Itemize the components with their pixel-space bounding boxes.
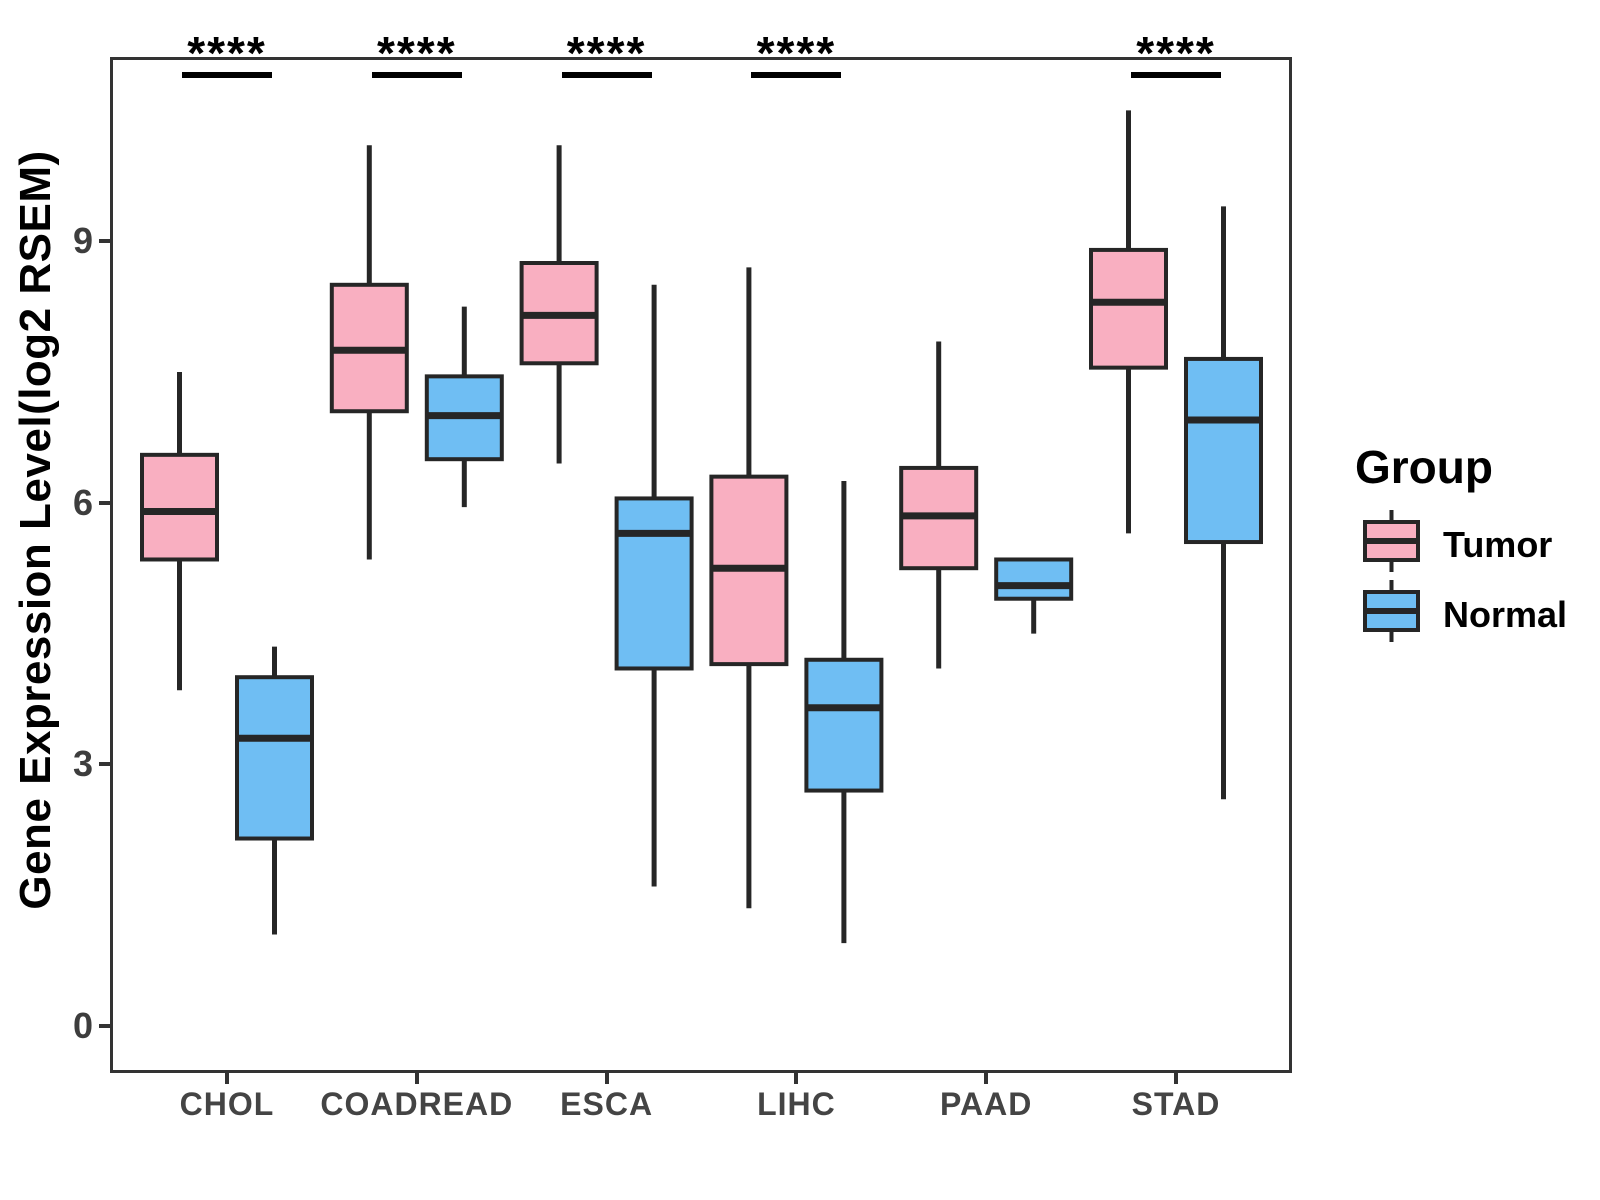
significance-stars-lihc: **** [756,27,837,79]
x-label-paad: PAAD [940,1086,1033,1122]
legend-label-tumor: Tumor [1443,524,1553,565]
box-normal-paad [994,557,1074,634]
y-axis-title: Gene Expression Level(log2 RSEM) [11,150,60,910]
y-tick-9 [99,239,113,244]
x-tick-paad [984,1070,989,1084]
box-tumor-coadread [329,145,409,560]
iqr-box [614,496,694,671]
x-label-coadread: COADREAD [320,1086,514,1122]
x-label-stad: STAD [1131,1086,1221,1122]
tumor-boxplot-key-icon [1363,510,1420,572]
y-tick-3 [99,762,113,767]
normal-boxplot-key-icon [1363,580,1420,642]
significance-bar-chol [182,72,272,78]
significance-stars-coadread: **** [376,27,457,79]
box-tumor-stad [1089,110,1168,534]
significance-stars-chol: **** [187,27,267,79]
box-tumor-lihc [709,267,789,909]
x-label-chol: CHOL [179,1086,275,1122]
box-tumor-paad [899,341,979,669]
plot-panel [110,57,1292,1073]
x-label-esca: ESCA [560,1086,654,1122]
iqr-box [235,675,314,841]
legend-label-normal: Normal [1443,594,1568,635]
significance-bar-stad [1131,72,1221,78]
iqr-box [140,452,219,562]
box-tumor-esca [519,145,599,464]
significance-bar-coadread [371,72,462,78]
iqr-box [1184,356,1263,545]
iqr-box [1089,247,1168,370]
significance-bar-esca [561,72,652,78]
box-normal-lihc [804,481,884,944]
significance-stars-esca: **** [566,27,647,79]
x-tick-coadread [414,1070,419,1084]
box-normal-coadread [424,306,504,508]
y-tick-label-6: 6 [72,481,93,523]
box-normal-chol [235,646,314,935]
box-tumor-chol [140,372,219,691]
x-tick-stad [1174,1070,1178,1084]
x-label-lihc: LIHC [757,1086,836,1122]
legend-title: Group [1355,441,1493,493]
y-tick-label-9: 9 [72,220,93,262]
iqr-box [994,557,1074,601]
significance-bar-lihc [751,72,842,78]
iqr-box [804,657,884,793]
x-tick-lihc [794,1070,799,1084]
y-tick-6 [99,500,113,505]
box-normal-esca [614,284,694,887]
y-tick-label-0: 0 [72,1005,93,1046]
y-tick-0 [99,1024,113,1028]
box-normal-stad [1184,206,1263,800]
x-tick-chol [225,1070,229,1084]
y-tick-label-3: 3 [72,743,93,785]
boxplot-canvas [140,110,1263,944]
significance-stars-stad: **** [1136,27,1216,79]
x-tick-esca [604,1070,609,1084]
